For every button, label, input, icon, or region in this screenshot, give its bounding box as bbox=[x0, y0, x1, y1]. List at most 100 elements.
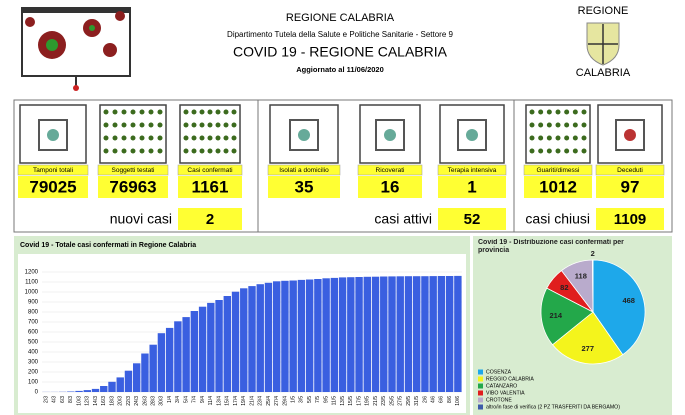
kpi-label: Ricoverati bbox=[376, 167, 405, 174]
bar bbox=[116, 377, 124, 392]
x-tick-label: 21/5 bbox=[373, 396, 379, 406]
summary-value: 52 bbox=[464, 211, 481, 228]
x-tick-label: 14/3 bbox=[93, 396, 99, 406]
icon-figure bbox=[572, 135, 578, 141]
y-tick-label: 600 bbox=[28, 330, 39, 336]
icon-figure bbox=[139, 135, 145, 141]
kpi-frame bbox=[13, 99, 673, 233]
bar bbox=[445, 276, 454, 392]
x-tick-label: 8/3 bbox=[68, 396, 74, 403]
icon-figure bbox=[207, 148, 213, 154]
icon-figure bbox=[231, 148, 237, 154]
bar bbox=[124, 370, 133, 392]
bar bbox=[149, 344, 157, 392]
icon-figure bbox=[564, 148, 570, 154]
kpi-label: Terapia intensiva bbox=[448, 167, 497, 174]
icon-figure bbox=[199, 109, 205, 115]
x-tick-label: 7/5 bbox=[315, 396, 321, 403]
icon-figure bbox=[183, 109, 189, 115]
icon-figure bbox=[231, 109, 237, 115]
kpi-label: Guariti/dimessi bbox=[537, 167, 580, 174]
y-tick-label: 1100 bbox=[25, 280, 39, 286]
slice-label: 82 bbox=[560, 283, 568, 292]
x-tick-label: 29/5 bbox=[406, 396, 412, 406]
kpi-value: 1 bbox=[467, 177, 476, 196]
bar bbox=[273, 281, 281, 392]
icon-figure bbox=[157, 109, 163, 115]
bar bbox=[314, 279, 322, 392]
logo-bottom: CALABRIA bbox=[576, 67, 631, 79]
kpi-label: Deceduti bbox=[617, 167, 643, 174]
x-tick-label: 23/5 bbox=[381, 396, 387, 406]
slice-label: 277 bbox=[581, 344, 594, 353]
kpi-value: 79025 bbox=[29, 177, 76, 196]
summary-value: 2 bbox=[206, 211, 214, 228]
logo-top: REGIONE bbox=[578, 5, 629, 17]
icon-figure bbox=[121, 135, 127, 141]
icon-figure bbox=[130, 109, 136, 115]
x-tick-label: 11/5 bbox=[332, 396, 338, 406]
icon-figure bbox=[183, 148, 189, 154]
x-tick-label: 9/4 bbox=[200, 396, 206, 403]
x-tick-label: 28/3 bbox=[151, 396, 157, 406]
bar bbox=[157, 333, 166, 392]
legend-swatch bbox=[478, 383, 483, 389]
summary-label: nuovi casi bbox=[110, 211, 172, 227]
icon-figure bbox=[564, 109, 570, 115]
bar bbox=[429, 276, 437, 392]
kpi-value: 16 bbox=[381, 177, 400, 196]
icon-figure bbox=[207, 109, 213, 115]
x-tick-label: 10/6 bbox=[455, 396, 461, 406]
kpi-label: Soggetti testati bbox=[112, 167, 155, 174]
y-tick-label: 300 bbox=[28, 360, 39, 366]
x-tick-label: 25/5 bbox=[389, 396, 395, 406]
kpi-label: Casi confermati bbox=[187, 167, 232, 174]
icon-figure bbox=[538, 122, 544, 128]
bar bbox=[67, 391, 75, 392]
x-tick-label: 17/4 bbox=[233, 396, 239, 406]
icon-figure bbox=[103, 135, 109, 141]
icon-figure bbox=[121, 122, 127, 128]
legend-label: altro/in fase di verifica (2 PZ TRASFERI… bbox=[486, 404, 620, 410]
y-tick-label: 200 bbox=[28, 370, 39, 376]
bar bbox=[388, 276, 396, 392]
icon-figure bbox=[555, 109, 561, 115]
icon-figure bbox=[157, 122, 163, 128]
bar bbox=[380, 276, 388, 392]
icon-figure bbox=[215, 135, 221, 141]
x-tick-label: 5/4 bbox=[183, 396, 189, 403]
x-tick-label: 13/4 bbox=[216, 396, 222, 406]
legend-swatch bbox=[478, 376, 483, 382]
bar bbox=[223, 296, 231, 392]
y-tick-label: 400 bbox=[28, 350, 39, 356]
bar bbox=[256, 284, 264, 392]
icon-shape bbox=[47, 129, 59, 141]
bar bbox=[174, 321, 182, 392]
x-tick-label: 19/5 bbox=[365, 396, 371, 406]
x-tick-label: 3/5 bbox=[299, 396, 305, 403]
x-tick-label: 4/3 bbox=[52, 396, 58, 403]
x-tick-label: 22/3 bbox=[126, 396, 132, 406]
legend-label: REGGIO CALABRIA bbox=[486, 376, 534, 382]
icon-figure bbox=[183, 135, 189, 141]
icon-figure bbox=[148, 148, 154, 154]
kpi-icon bbox=[269, 104, 339, 164]
kpi-value-bg bbox=[438, 176, 506, 198]
bar bbox=[289, 280, 297, 392]
bar bbox=[281, 280, 289, 392]
summary-value-bg bbox=[438, 208, 506, 230]
summary-label: casi attivi bbox=[374, 211, 432, 227]
icon-shape bbox=[615, 119, 645, 151]
legend-swatch bbox=[478, 390, 483, 396]
icon-figure bbox=[139, 148, 145, 154]
bar bbox=[347, 277, 355, 392]
x-tick-label: 2/3 bbox=[43, 396, 49, 403]
bar bbox=[404, 276, 413, 392]
icon-figure bbox=[581, 122, 587, 128]
kpi-value-bg bbox=[98, 176, 168, 198]
y-tick-label: 1200 bbox=[25, 270, 39, 276]
icon-figure bbox=[139, 109, 145, 115]
x-tick-label: 27/4 bbox=[274, 396, 280, 406]
icon-figure bbox=[572, 148, 578, 154]
x-tick-label: 17/5 bbox=[356, 396, 362, 406]
